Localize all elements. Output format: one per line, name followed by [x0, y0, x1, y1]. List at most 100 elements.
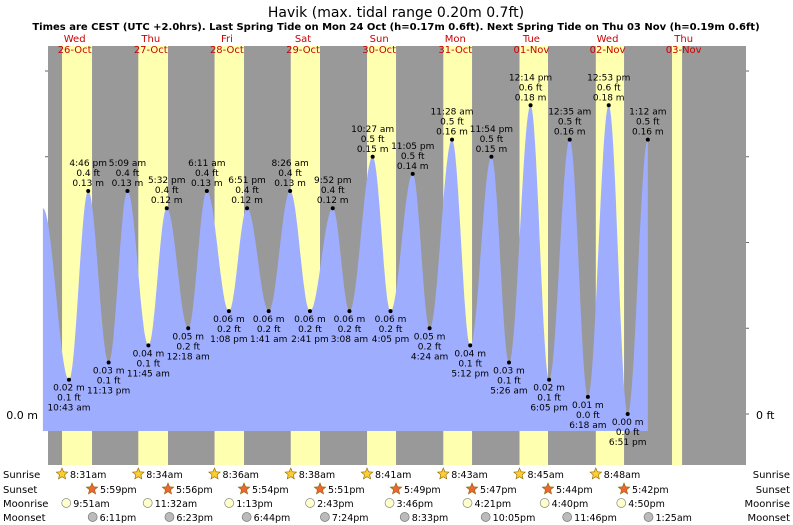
- moonset-time: 8:33pm: [412, 513, 449, 524]
- tide-height-m-label: 0.05 m: [414, 332, 446, 342]
- tide-point-low: [506, 360, 511, 365]
- chart-subtitle: Times are CEST (UTC +2.0hrs). Last Sprin…: [32, 22, 759, 33]
- moonset-time: 11:46pm: [574, 513, 617, 524]
- tide-time-label: 5:12 pm: [451, 369, 489, 379]
- tide-point-high: [164, 206, 169, 211]
- day-date-label: 26-Oct: [58, 45, 92, 56]
- moonrise-icon: [142, 498, 153, 508]
- sunrise-icon: [360, 467, 374, 480]
- tide-height-ft-label: 0.4 ft: [278, 169, 302, 179]
- sunrise-icon: [131, 467, 145, 480]
- moonrise-icon: [224, 498, 235, 508]
- tide-height-m-label: 0.12 m: [151, 196, 183, 206]
- day-of-week-label: Tue: [522, 34, 540, 45]
- sunrise-time: 8:41am: [375, 470, 411, 481]
- moonset-time: 10:05pm: [493, 513, 536, 524]
- tide-time-label: 6:51 pm: [228, 176, 266, 186]
- sunset-time: 5:49pm: [404, 485, 441, 496]
- tide-time-label: 1:12 am: [629, 108, 666, 118]
- tide-time-label: 6:18 am: [569, 421, 606, 431]
- day-of-week-label: Mon: [445, 34, 466, 45]
- tide-height-m-label: 0.12 m: [231, 196, 263, 206]
- day-of-week-label: Wed: [64, 34, 86, 45]
- moonset-time: 1:25am: [656, 513, 692, 524]
- tide-time-label: 4:24 am: [411, 352, 448, 362]
- tide-time-label: 6:11 am: [188, 159, 225, 169]
- tide-height-m-label: 0.13 m: [112, 179, 144, 189]
- tide-time-label: 4:05 pm: [372, 335, 410, 345]
- tide-height-ft-label: 0.4 ft: [76, 169, 100, 179]
- moonrise-time: 9:51am: [73, 499, 109, 510]
- day-of-week-label: Thu: [673, 34, 693, 45]
- tide-point-high: [86, 189, 91, 194]
- tide-height-m-label: 0.16 m: [436, 128, 468, 138]
- tide-height-ft-label: 0.2 ft: [418, 342, 442, 352]
- tide-point-low: [146, 343, 151, 348]
- tide-point-low: [266, 309, 271, 314]
- tide-point-high: [489, 154, 494, 159]
- tide-height-m-label: 0.01 m: [572, 401, 604, 411]
- sunset-icon: [389, 482, 403, 495]
- row-label-left: Moonset: [3, 513, 46, 524]
- sunset-icon: [541, 482, 555, 495]
- tide-height-m-label: 0.04 m: [133, 349, 165, 359]
- tide-time-label: 5:32 pm: [148, 176, 186, 186]
- tide-height-ft-label: 0.1 ft: [57, 394, 81, 404]
- moonrise-time: 4:21pm: [475, 499, 512, 510]
- sunset-time: 5:44pm: [556, 485, 593, 496]
- day-date-label: 02-Nov: [590, 45, 626, 56]
- tide-height-ft-label: 0.1 ft: [97, 377, 121, 387]
- tide-height-m-label: 0.16 m: [554, 128, 586, 138]
- moonset-time: 6:11pm: [100, 513, 137, 524]
- tide-height-ft-label: 0.2 ft: [176, 342, 200, 352]
- day-date-label: 29-Oct: [286, 45, 320, 56]
- tide-height-ft-label: 0.1 ft: [458, 359, 482, 369]
- moonrise-icon: [384, 498, 395, 508]
- tide-height-m-label: 0.05 m: [172, 332, 204, 342]
- tide-height-ft-label: 0.6 ft: [597, 83, 621, 93]
- tide-height-ft-label: 0.5 ft: [636, 118, 660, 128]
- tide-height-ft-label: 0.6 ft: [519, 83, 543, 93]
- moonset-icon: [399, 512, 410, 522]
- day-of-week-label: Sun: [370, 34, 389, 45]
- day-of-week-label: Fri: [221, 34, 233, 45]
- tide-time-label: 5:26 am: [490, 387, 527, 397]
- tide-curve: [42, 105, 648, 432]
- day-date-label: 30-Oct: [362, 45, 396, 56]
- day-of-week-label: Thu: [140, 34, 160, 45]
- sunrise-time: 8:31am: [70, 470, 106, 481]
- tide-height-m-label: 0.03 m: [93, 367, 125, 377]
- tide-height-m-label: 0.02 m: [53, 384, 85, 394]
- moonrise-icon: [61, 498, 72, 508]
- tide-point-low: [468, 343, 473, 348]
- sunrise-icon: [55, 467, 69, 480]
- tide-height-ft-label: 0.5 ft: [558, 118, 582, 128]
- tide-time-label: 11:28 am: [430, 108, 473, 118]
- sunrise-time: 8:48am: [604, 470, 640, 481]
- sunset-time: 5:56pm: [176, 485, 213, 496]
- sunrise-time: 8:36am: [223, 470, 259, 481]
- sunset-time: 5:42pm: [632, 485, 669, 496]
- tide-height-ft-label: 0.2 ft: [338, 325, 362, 335]
- tide-time-label: 10:27 am: [351, 125, 394, 135]
- tide-time-label: 1:08 pm: [210, 335, 248, 345]
- row-label-right: Moonrise: [745, 499, 790, 510]
- tide-height-m-label: 0.02 m: [533, 384, 565, 394]
- moonrise-time: 4:40pm: [552, 499, 589, 510]
- tide-point-low: [106, 360, 111, 365]
- moonset-icon: [241, 512, 252, 522]
- sunrise-time: 8:38am: [299, 470, 335, 481]
- tide-height-m-label: 0.14 m: [397, 162, 429, 172]
- moonrise-time: 3:46pm: [397, 499, 434, 510]
- sunset-icon: [617, 482, 631, 495]
- tide-height-ft-label: 0.0 ft: [616, 428, 640, 438]
- sunset-time: 5:51pm: [328, 485, 365, 496]
- tide-point-high: [645, 137, 650, 142]
- sunrise-time: 8:34am: [146, 470, 182, 481]
- tide-height-m-label: 0.06 m: [334, 315, 366, 325]
- tide-height-ft-label: 0.4 ft: [321, 186, 345, 196]
- sunset-time: 5:59pm: [100, 485, 137, 496]
- tide-time-label: 11:13 pm: [87, 387, 130, 397]
- moonset-icon: [562, 512, 573, 522]
